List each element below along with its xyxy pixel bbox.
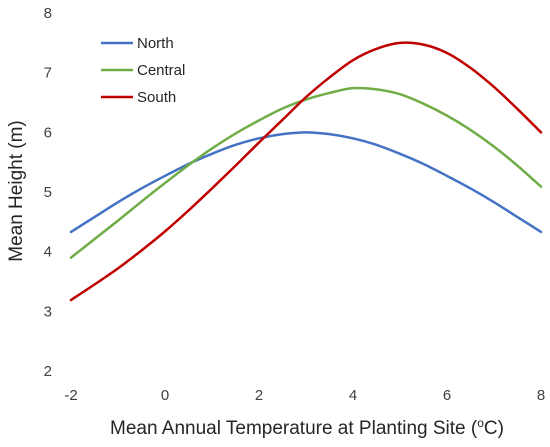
legend: North Central South [101,35,185,106]
legend-label-south: South [137,89,176,106]
x-tick-label: 0 [161,387,169,404]
y-tick-label: 5 [44,184,52,201]
x-tick-label: 2 [255,387,263,404]
x-axis-title-unit: C) [484,418,504,439]
y-axis-title: Mean Height (m) [6,120,27,262]
x-tick-label: 8 [537,387,545,404]
y-tick-label: 3 [44,303,52,320]
y-tick-label: 8 [44,5,52,22]
plot-lines [69,41,543,302]
x-axis-title-main: Mean Annual Temperature at Planting Site… [110,418,478,439]
x-tick-label: 6 [443,387,451,404]
x-tick-labels: -2 0 2 4 6 8 [64,387,545,404]
series-line-central [69,86,543,259]
x-tick-label: -2 [64,387,77,404]
series-line-south [69,41,543,302]
series-line-north [69,131,543,234]
x-axis-title: Mean Annual Temperature at Planting Site… [110,416,504,439]
x-tick-label: 4 [349,387,357,404]
y-tick-label: 6 [44,124,52,141]
y-tick-labels: 2 3 4 5 6 7 8 [44,5,52,380]
x-axis-title-superscript: o [477,416,484,430]
y-tick-label: 4 [44,244,52,261]
y-tick-label: 7 [44,65,52,82]
legend-label-central: Central [137,62,185,79]
y-tick-label: 2 [44,363,52,380]
legend-label-north: North [137,35,174,52]
